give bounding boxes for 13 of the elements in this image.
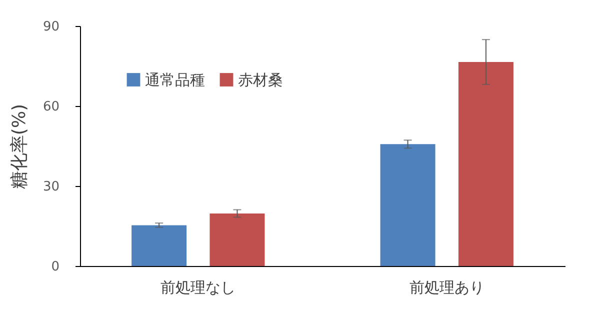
bar xyxy=(132,225,187,266)
y-tick-label: 60 xyxy=(42,100,60,114)
y-tick-label: 90 xyxy=(42,20,60,34)
bar xyxy=(458,62,514,266)
y-tick-label: 30 xyxy=(42,180,60,194)
y-tick-label: 0 xyxy=(51,260,60,274)
bar xyxy=(380,144,436,266)
bar xyxy=(210,213,265,266)
y-axis-title: 糖化率(%) xyxy=(8,104,30,190)
legend-label: 赤材桑 xyxy=(238,70,283,89)
x-tick-label: 前処理あり xyxy=(409,278,484,296)
x-tick-label: 前処理なし xyxy=(160,278,236,296)
legend-label: 通常品種 xyxy=(145,70,205,89)
